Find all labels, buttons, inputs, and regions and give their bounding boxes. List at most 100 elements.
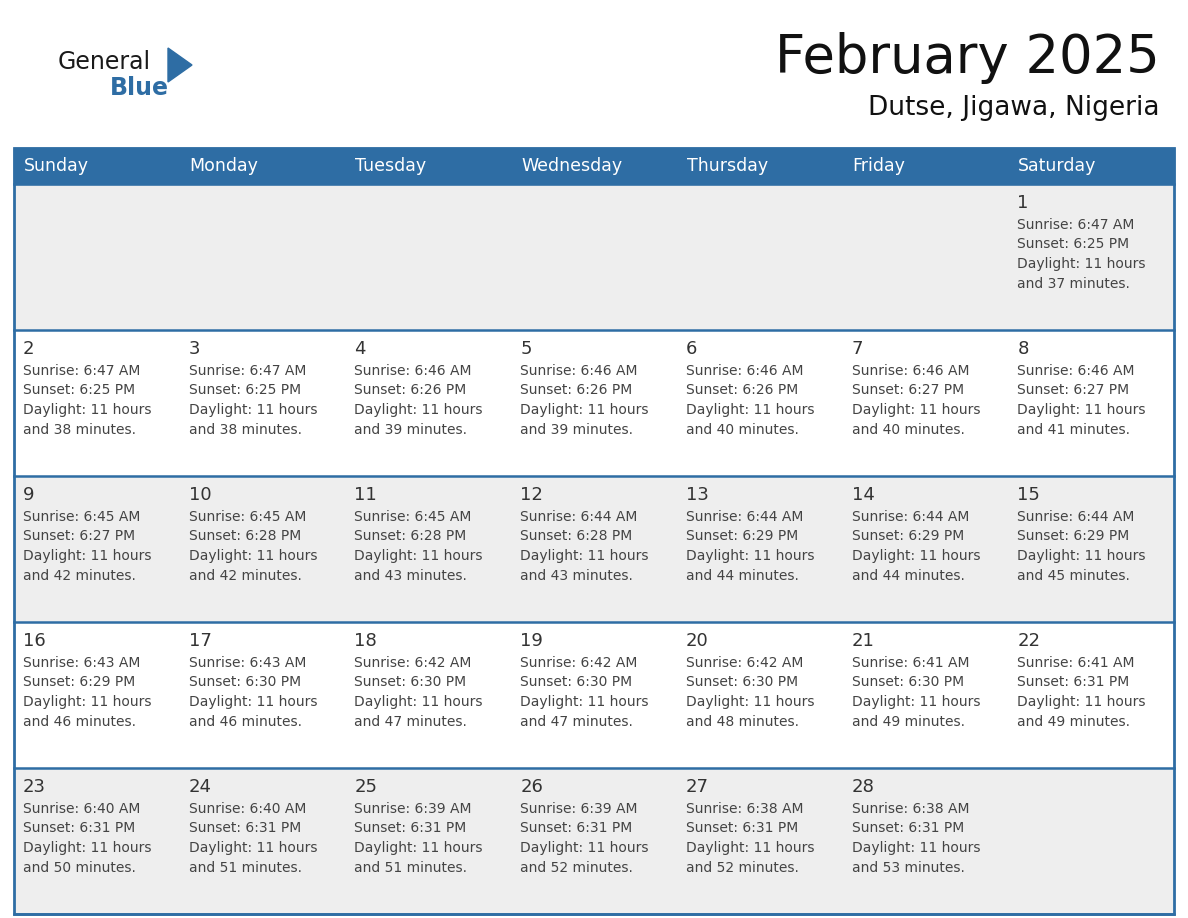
Bar bbox=[14, 768, 1174, 914]
Text: Sunrise: 6:46 AM: Sunrise: 6:46 AM bbox=[354, 364, 472, 378]
Text: Daylight: 11 hours: Daylight: 11 hours bbox=[685, 841, 814, 855]
Text: Sunrise: 6:41 AM: Sunrise: 6:41 AM bbox=[1017, 656, 1135, 670]
Text: Sunset: 6:27 PM: Sunset: 6:27 PM bbox=[1017, 384, 1130, 397]
Bar bbox=[14, 148, 1174, 914]
Text: Sunset: 6:31 PM: Sunset: 6:31 PM bbox=[685, 822, 798, 835]
Text: and 52 minutes.: and 52 minutes. bbox=[685, 860, 798, 875]
Text: 14: 14 bbox=[852, 486, 874, 504]
Text: Saturday: Saturday bbox=[1018, 157, 1097, 175]
Text: Sunset: 6:28 PM: Sunset: 6:28 PM bbox=[354, 530, 467, 543]
Text: 5: 5 bbox=[520, 340, 532, 358]
Text: 13: 13 bbox=[685, 486, 709, 504]
Text: and 48 minutes.: and 48 minutes. bbox=[685, 714, 798, 729]
Text: and 40 minutes.: and 40 minutes. bbox=[685, 422, 798, 436]
Text: General: General bbox=[58, 50, 151, 74]
Text: and 49 minutes.: and 49 minutes. bbox=[852, 714, 965, 729]
Text: and 41 minutes.: and 41 minutes. bbox=[1017, 422, 1130, 436]
Text: 2: 2 bbox=[23, 340, 34, 358]
Text: 17: 17 bbox=[189, 632, 211, 650]
Text: Daylight: 11 hours: Daylight: 11 hours bbox=[189, 549, 317, 563]
Text: Sunset: 6:29 PM: Sunset: 6:29 PM bbox=[685, 530, 798, 543]
Text: Daylight: 11 hours: Daylight: 11 hours bbox=[23, 549, 152, 563]
Bar bbox=[14, 476, 1174, 622]
Text: Sunrise: 6:44 AM: Sunrise: 6:44 AM bbox=[852, 510, 969, 524]
Text: Daylight: 11 hours: Daylight: 11 hours bbox=[685, 403, 814, 417]
Text: Sunrise: 6:40 AM: Sunrise: 6:40 AM bbox=[23, 802, 140, 816]
Text: and 43 minutes.: and 43 minutes. bbox=[520, 568, 633, 583]
Text: and 39 minutes.: and 39 minutes. bbox=[354, 422, 467, 436]
Text: 18: 18 bbox=[354, 632, 377, 650]
Text: and 45 minutes.: and 45 minutes. bbox=[1017, 568, 1130, 583]
Text: Daylight: 11 hours: Daylight: 11 hours bbox=[1017, 403, 1145, 417]
Text: Sunset: 6:29 PM: Sunset: 6:29 PM bbox=[23, 676, 135, 689]
Text: Sunrise: 6:44 AM: Sunrise: 6:44 AM bbox=[685, 510, 803, 524]
Text: Sunset: 6:31 PM: Sunset: 6:31 PM bbox=[23, 822, 135, 835]
Text: Dutse, Jigawa, Nigeria: Dutse, Jigawa, Nigeria bbox=[868, 95, 1159, 121]
Text: and 53 minutes.: and 53 minutes. bbox=[852, 860, 965, 875]
Bar bbox=[14, 622, 1174, 768]
Text: Sunrise: 6:46 AM: Sunrise: 6:46 AM bbox=[685, 364, 803, 378]
Text: and 44 minutes.: and 44 minutes. bbox=[852, 568, 965, 583]
Text: Sunset: 6:25 PM: Sunset: 6:25 PM bbox=[23, 384, 135, 397]
Bar bbox=[14, 184, 1174, 330]
Text: 3: 3 bbox=[189, 340, 201, 358]
Text: Sunrise: 6:39 AM: Sunrise: 6:39 AM bbox=[354, 802, 472, 816]
Text: and 46 minutes.: and 46 minutes. bbox=[23, 714, 135, 729]
Text: Daylight: 11 hours: Daylight: 11 hours bbox=[520, 695, 649, 709]
Text: Sunrise: 6:47 AM: Sunrise: 6:47 AM bbox=[1017, 218, 1135, 232]
Text: and 47 minutes.: and 47 minutes. bbox=[354, 714, 467, 729]
Text: Friday: Friday bbox=[853, 157, 905, 175]
Text: Sunset: 6:31 PM: Sunset: 6:31 PM bbox=[852, 822, 963, 835]
Text: Sunset: 6:26 PM: Sunset: 6:26 PM bbox=[354, 384, 467, 397]
Text: Daylight: 11 hours: Daylight: 11 hours bbox=[1017, 257, 1145, 271]
Text: 15: 15 bbox=[1017, 486, 1041, 504]
Text: Daylight: 11 hours: Daylight: 11 hours bbox=[520, 549, 649, 563]
Text: Daylight: 11 hours: Daylight: 11 hours bbox=[852, 695, 980, 709]
Text: and 39 minutes.: and 39 minutes. bbox=[520, 422, 633, 436]
Text: Wednesday: Wednesday bbox=[522, 157, 623, 175]
Text: Sunrise: 6:39 AM: Sunrise: 6:39 AM bbox=[520, 802, 638, 816]
Text: Daylight: 11 hours: Daylight: 11 hours bbox=[189, 695, 317, 709]
Text: and 40 minutes.: and 40 minutes. bbox=[852, 422, 965, 436]
Text: and 43 minutes.: and 43 minutes. bbox=[354, 568, 467, 583]
Text: and 51 minutes.: and 51 minutes. bbox=[354, 860, 467, 875]
Text: Sunday: Sunday bbox=[24, 157, 89, 175]
Text: Thursday: Thursday bbox=[687, 157, 767, 175]
Text: and 47 minutes.: and 47 minutes. bbox=[520, 714, 633, 729]
Text: and 51 minutes.: and 51 minutes. bbox=[189, 860, 302, 875]
Text: Daylight: 11 hours: Daylight: 11 hours bbox=[354, 841, 484, 855]
Text: 25: 25 bbox=[354, 778, 378, 796]
Text: Monday: Monday bbox=[190, 157, 259, 175]
Text: Sunrise: 6:44 AM: Sunrise: 6:44 AM bbox=[1017, 510, 1135, 524]
Text: Sunset: 6:27 PM: Sunset: 6:27 PM bbox=[23, 530, 135, 543]
Text: Daylight: 11 hours: Daylight: 11 hours bbox=[354, 403, 484, 417]
Text: Sunset: 6:30 PM: Sunset: 6:30 PM bbox=[520, 676, 632, 689]
Text: Sunrise: 6:46 AM: Sunrise: 6:46 AM bbox=[852, 364, 969, 378]
Text: Sunrise: 6:44 AM: Sunrise: 6:44 AM bbox=[520, 510, 638, 524]
Text: Daylight: 11 hours: Daylight: 11 hours bbox=[685, 549, 814, 563]
Text: Daylight: 11 hours: Daylight: 11 hours bbox=[852, 403, 980, 417]
Text: Sunset: 6:31 PM: Sunset: 6:31 PM bbox=[354, 822, 467, 835]
Text: Sunrise: 6:38 AM: Sunrise: 6:38 AM bbox=[852, 802, 969, 816]
Text: and 46 minutes.: and 46 minutes. bbox=[189, 714, 302, 729]
Text: and 49 minutes.: and 49 minutes. bbox=[1017, 714, 1130, 729]
Text: Sunset: 6:25 PM: Sunset: 6:25 PM bbox=[189, 384, 301, 397]
Text: 10: 10 bbox=[189, 486, 211, 504]
Text: Daylight: 11 hours: Daylight: 11 hours bbox=[520, 841, 649, 855]
Text: 6: 6 bbox=[685, 340, 697, 358]
Text: 28: 28 bbox=[852, 778, 874, 796]
Text: Sunset: 6:26 PM: Sunset: 6:26 PM bbox=[520, 384, 632, 397]
Text: 19: 19 bbox=[520, 632, 543, 650]
Text: Sunrise: 6:42 AM: Sunrise: 6:42 AM bbox=[685, 656, 803, 670]
Text: Sunset: 6:30 PM: Sunset: 6:30 PM bbox=[852, 676, 963, 689]
Text: Sunrise: 6:46 AM: Sunrise: 6:46 AM bbox=[1017, 364, 1135, 378]
Text: Sunset: 6:29 PM: Sunset: 6:29 PM bbox=[1017, 530, 1130, 543]
Text: Sunrise: 6:42 AM: Sunrise: 6:42 AM bbox=[520, 656, 638, 670]
Text: Sunrise: 6:45 AM: Sunrise: 6:45 AM bbox=[189, 510, 307, 524]
Text: and 52 minutes.: and 52 minutes. bbox=[520, 860, 633, 875]
Text: Sunset: 6:31 PM: Sunset: 6:31 PM bbox=[1017, 676, 1130, 689]
Text: and 50 minutes.: and 50 minutes. bbox=[23, 860, 135, 875]
Text: Sunrise: 6:42 AM: Sunrise: 6:42 AM bbox=[354, 656, 472, 670]
Text: 23: 23 bbox=[23, 778, 46, 796]
Text: 11: 11 bbox=[354, 486, 377, 504]
